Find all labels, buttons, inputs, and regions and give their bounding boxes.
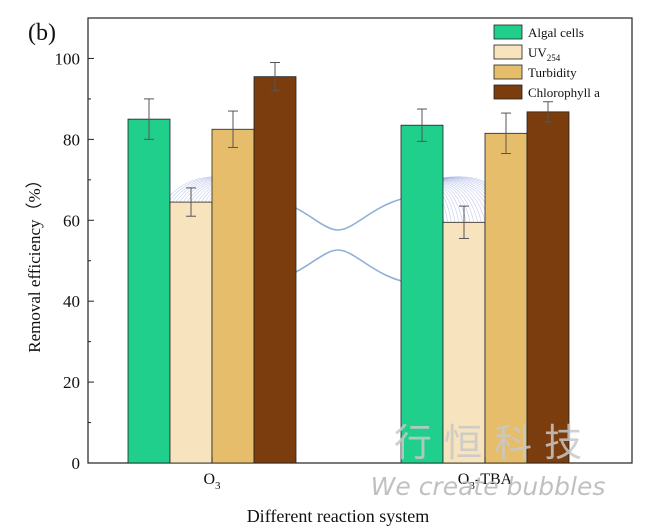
watermark-chinese: 行 恒 科 技 — [394, 421, 582, 465]
y-tick-label: 0 — [72, 454, 81, 473]
y-tick-label: 20 — [63, 373, 80, 392]
bar-turbidity-o3 — [211, 128, 255, 464]
errorbar — [228, 110, 238, 148]
errorbar — [417, 108, 427, 142]
errorbar — [543, 101, 553, 123]
y-tick-label: 80 — [63, 130, 80, 149]
errorbar — [186, 187, 196, 217]
y-tick-label: 40 — [63, 292, 80, 311]
legend-label: Turbidity — [528, 65, 577, 80]
axes-layer: 0 20 40 60 80 100 O3 O3-TBA — [55, 49, 513, 492]
legend-swatch — [493, 44, 523, 60]
legend-label: Algal cells — [528, 25, 584, 40]
x-axis-label: Different reaction system — [247, 506, 430, 526]
legend-item: Algal cells — [493, 24, 584, 40]
errorbar — [270, 62, 280, 92]
bar-chlorophyll-a-o3-tba — [526, 111, 570, 464]
legend-label: Chlorophyll a — [528, 85, 600, 100]
errorbar — [144, 98, 154, 140]
legend-item: Turbidity — [493, 64, 577, 80]
bar-chlorophyll-a-o3 — [253, 76, 297, 464]
bar-algal-cells-o3-tba — [400, 124, 444, 464]
plot-border — [87, 17, 633, 464]
bar-uv254-o3-tba — [442, 221, 486, 464]
bar-algal-cells-o3 — [127, 118, 171, 464]
bars-layer — [127, 76, 570, 464]
legend-swatch — [493, 24, 523, 40]
panel-label: (b) — [28, 20, 56, 46]
legend-item: Chlorophyll a — [493, 84, 600, 100]
legend-swatch — [493, 84, 523, 100]
plot-frame — [87, 17, 633, 464]
errorbar — [501, 112, 511, 155]
x-tick-label-0: O3 — [203, 471, 221, 492]
y-tick-label: 60 — [63, 211, 80, 230]
errorbar — [459, 205, 469, 239]
legend: Algal cells UV254 Turbidity Chlorophyll a — [493, 24, 600, 100]
legend-swatch — [493, 64, 523, 80]
y-tick-label: 100 — [55, 49, 81, 68]
legend-label: UV254 — [528, 45, 561, 63]
x-tick-label-1: O3-TBA — [458, 471, 513, 492]
legend-item: UV254 — [493, 44, 561, 63]
bar-uv254-o3 — [169, 201, 213, 464]
errorbars-layer — [144, 62, 553, 239]
watermark-english: We create bubbles — [371, 472, 606, 501]
bar-turbidity-o3-tba — [484, 132, 528, 464]
y-axis-label: Removal efficiency（%） — [25, 171, 44, 352]
